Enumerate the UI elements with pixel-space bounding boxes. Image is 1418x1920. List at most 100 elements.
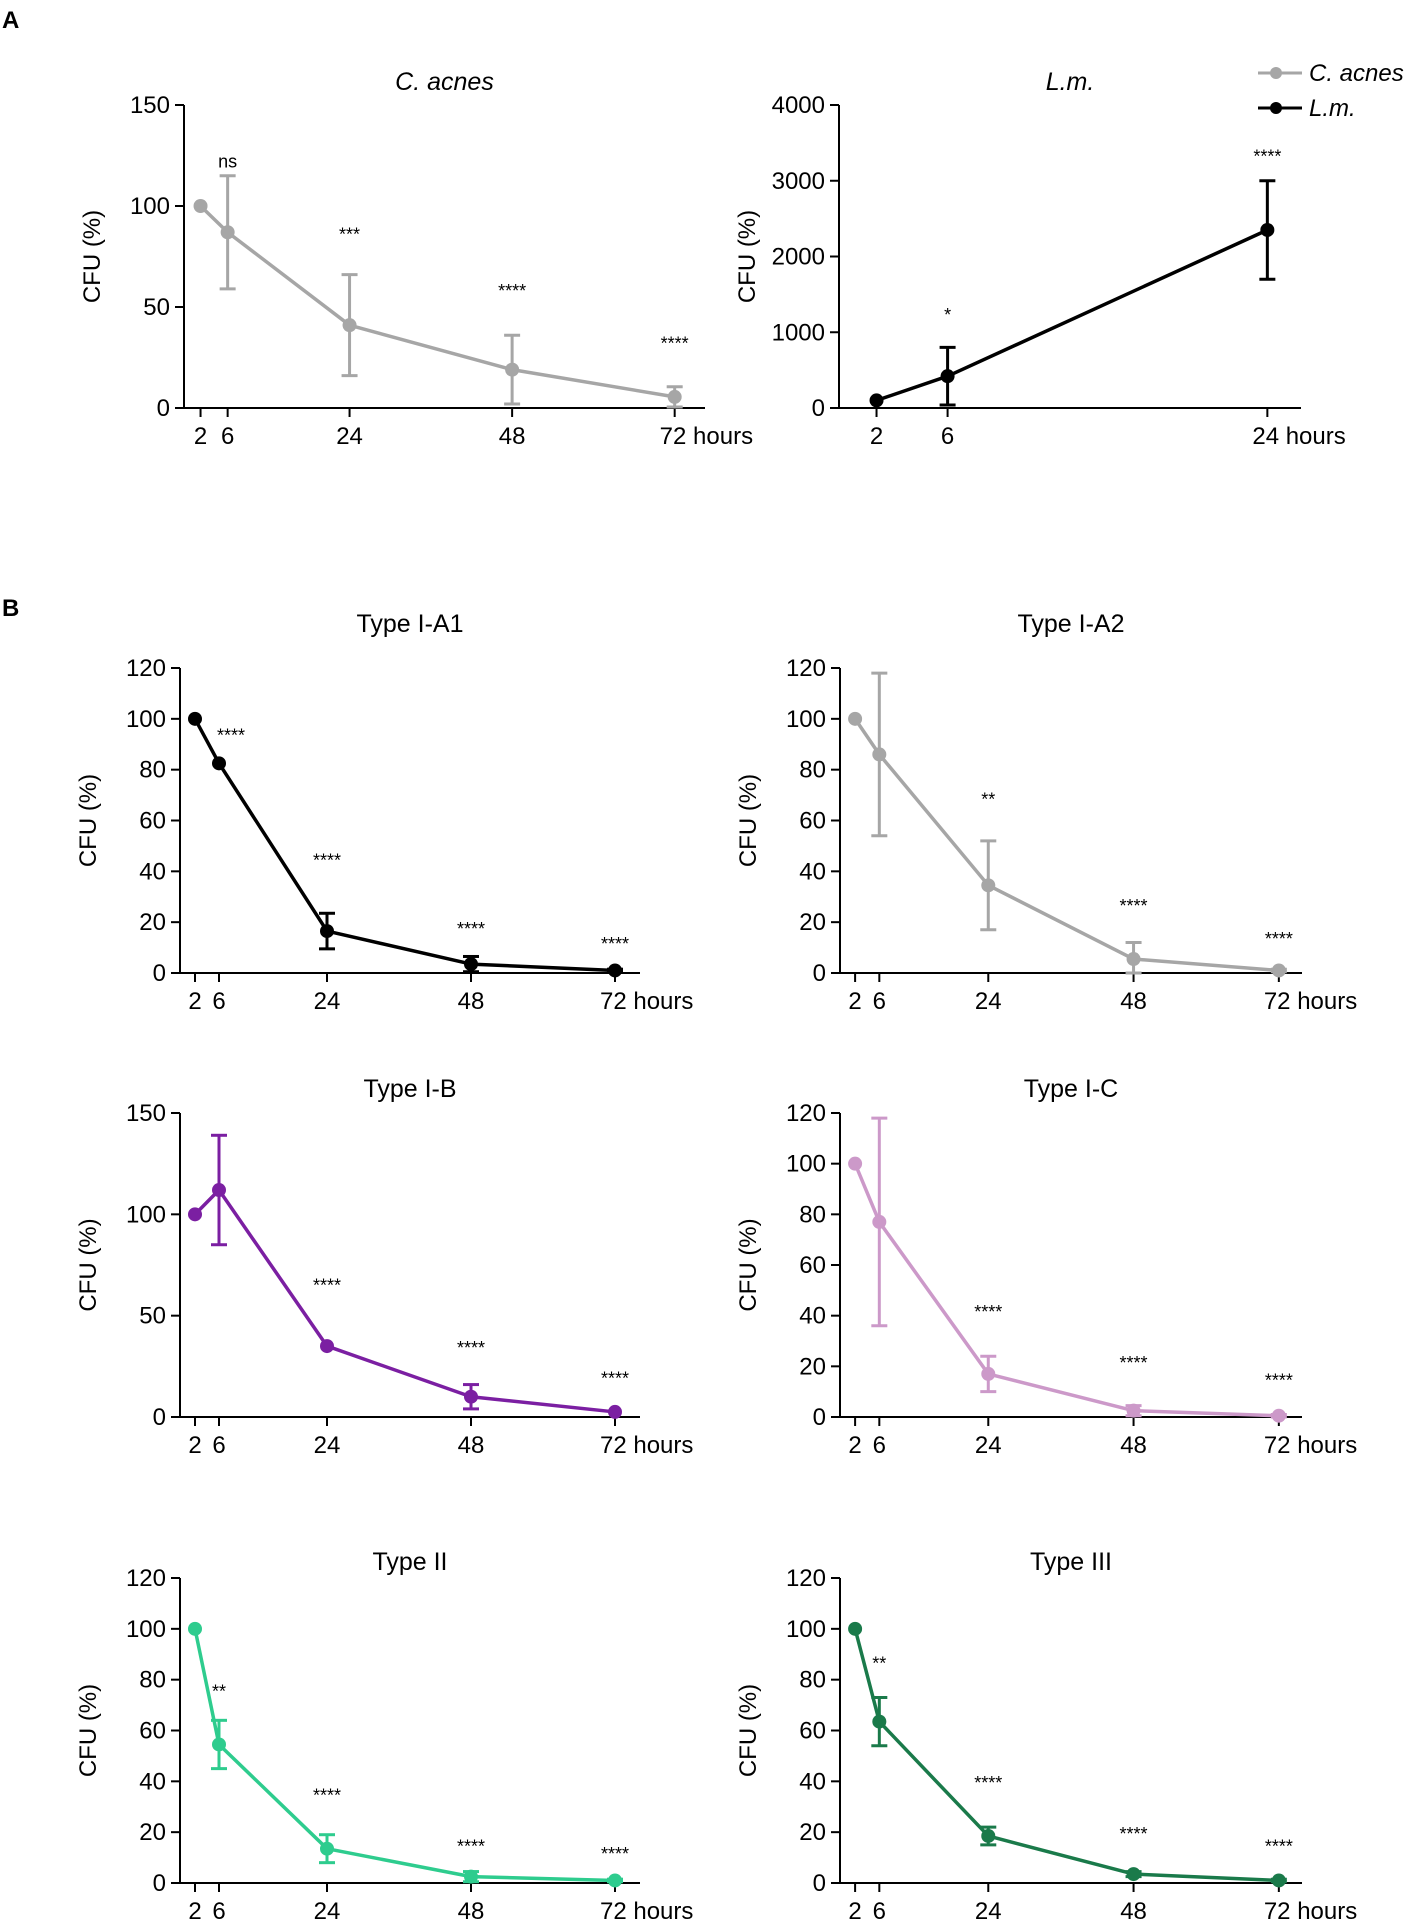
y-tick-label: 60 [799,1252,826,1279]
data-point [464,957,478,972]
y-tick-label: 100 [786,1151,826,1178]
y-tick-label: 60 [799,808,826,835]
significance-label: * [944,305,951,325]
series-line [193,718,616,973]
significance-label: **** [1265,1371,1293,1391]
chart-title: Type I-B [363,1075,456,1103]
legend-marker-lm [1270,102,1282,114]
y-tick-label: 100 [130,193,170,220]
x-tick-label: 24 [314,988,341,1015]
data-point [188,1207,202,1222]
data-point [320,1339,334,1354]
y-tick-label: 40 [799,1768,826,1795]
significance-label: ** [872,1654,886,1674]
x-tick-label: 2 [848,1898,861,1920]
data-point [193,199,208,213]
x-tick-label: 6 [221,423,234,450]
y-tick-label: 20 [139,1819,166,1846]
x-tick-label: 2 [848,988,861,1015]
y-tick-label: 20 [799,909,826,936]
legend: C. acnes L.m. [1258,60,1404,122]
data-point [1126,1867,1141,1882]
y-axis-label: CFU (%) [75,774,102,867]
data-point [1260,222,1275,237]
x-tick-label: 72 hours [600,1432,693,1459]
x-tick-label: 48 [458,1898,485,1920]
y-tick-label: 100 [126,1201,166,1228]
data-point [1126,1403,1141,1418]
data-point [212,1183,226,1198]
data-point [464,1389,478,1404]
y-tick-label: 100 [126,1616,166,1643]
x-tick-label: 6 [941,423,954,450]
significance-label: **** [1120,1353,1148,1373]
y-tick-label: 80 [139,757,166,784]
chart-1: C. acnes 0 50 100 150 2 6 24 48 72 hours CFU (%) ns… [79,68,753,450]
y-tick-label: 100 [786,706,826,733]
chart-6: Type I-C 0 20 40 60 80 100 120 2 6 24 48 72 hours CFU… [735,1075,1357,1459]
x-tick-label: 48 [458,1432,485,1459]
chart-7: Type II 0 20 40 60 80 100 120 2 6 24 48 72 hours CFU … [75,1548,693,1920]
chart-title: C. acnes [395,68,494,96]
y-axis-label: CFU (%) [75,1218,102,1311]
significance-label: **** [498,281,526,301]
x-tick-label: 48 [458,988,485,1015]
data-point [848,711,863,726]
data-point [848,1621,863,1636]
x-tick-label: 48 [1120,1898,1147,1920]
data-point [212,1737,226,1752]
x-tick-label: 24 [336,423,363,450]
y-tick-label: 0 [153,1870,166,1897]
y-tick-label: 120 [786,655,826,682]
significance-label: **** [313,1786,341,1806]
y-tick-label: 2000 [772,244,825,271]
series-line [193,1628,616,1883]
data-point [1126,952,1141,967]
y-tick-label: 20 [139,909,166,936]
y-tick-label: 40 [799,1303,826,1330]
series-line [199,204,675,399]
y-axis-label: CFU (%) [79,210,106,303]
significance-label: ns [218,152,237,172]
data-point [342,318,357,333]
data-point [981,878,996,893]
x-tick-label: 72 hours [600,1898,693,1920]
data-point [981,1366,996,1381]
significance-label: ** [981,789,995,809]
x-tick-label: 72 hours [1264,1898,1357,1920]
y-tick-label: 120 [126,655,166,682]
x-tick-label: 48 [1120,988,1147,1015]
y-tick-label: 150 [126,1100,166,1127]
chart-title: Type III [1030,1548,1112,1576]
x-tick-label: 6 [212,1432,225,1459]
significance-label: **** [1265,929,1293,949]
y-tick-label: 0 [153,960,166,987]
data-point [608,1404,622,1419]
y-tick-label: 0 [157,395,170,422]
y-tick-label: 4000 [772,92,825,119]
significance-label: **** [457,1338,485,1358]
y-tick-label: 20 [799,1353,826,1380]
significance-label: **** [313,850,341,870]
y-tick-label: 1000 [772,319,825,346]
x-tick-label: 72 hours [660,423,753,450]
x-tick-label: 2 [188,1898,201,1920]
legend-label-c-acnes: C. acnes [1309,60,1404,87]
y-tick-label: 80 [139,1667,166,1694]
significance-label: **** [217,726,245,746]
significance-label: *** [339,224,360,244]
series-line [875,228,1269,403]
significance-label: **** [974,1773,1002,1793]
x-tick-label: 72 hours [600,988,693,1015]
data-point [848,1156,863,1171]
data-point [1271,1408,1286,1423]
x-tick-label: 6 [873,1898,886,1920]
data-point [869,393,884,408]
chart-title: Type II [372,1548,447,1576]
chart-title: Type I-C [1024,1075,1118,1103]
y-tick-label: 50 [139,1303,166,1330]
y-tick-label: 120 [786,1100,826,1127]
chart-5: Type I-B 0 50 100 150 2 6 24 48 72 hours CFU (%) **… [75,1075,693,1459]
